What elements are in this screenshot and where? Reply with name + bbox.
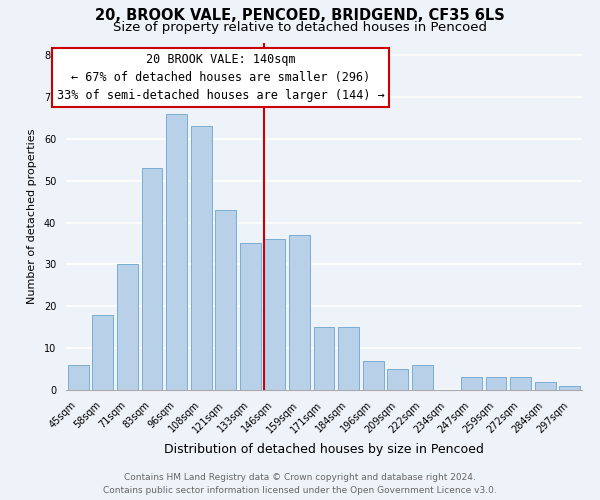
Text: 20, BROOK VALE, PENCOED, BRIDGEND, CF35 6LS: 20, BROOK VALE, PENCOED, BRIDGEND, CF35 …	[95, 8, 505, 22]
Bar	[485, 378, 506, 390]
Bar	[191, 126, 212, 390]
Bar	[68, 365, 89, 390]
Bar	[92, 314, 113, 390]
Bar	[142, 168, 163, 390]
Bar	[338, 327, 359, 390]
Text: 20 BROOK VALE: 140sqm
← 67% of detached houses are smaller (296)
33% of semi-det: 20 BROOK VALE: 140sqm ← 67% of detached …	[57, 53, 385, 102]
Bar	[289, 235, 310, 390]
Bar	[314, 327, 334, 390]
X-axis label: Distribution of detached houses by size in Pencoed: Distribution of detached houses by size …	[164, 443, 484, 456]
Bar	[535, 382, 556, 390]
Bar	[166, 114, 187, 390]
Bar	[387, 369, 408, 390]
Bar	[362, 360, 383, 390]
Text: Size of property relative to detached houses in Pencoed: Size of property relative to detached ho…	[113, 21, 487, 34]
Bar	[510, 378, 531, 390]
Bar	[265, 240, 286, 390]
Bar	[412, 365, 433, 390]
Bar	[215, 210, 236, 390]
Y-axis label: Number of detached properties: Number of detached properties	[27, 128, 37, 304]
Bar	[559, 386, 580, 390]
Bar	[240, 244, 261, 390]
Bar	[117, 264, 138, 390]
Bar	[461, 378, 482, 390]
Text: Contains HM Land Registry data © Crown copyright and database right 2024.
Contai: Contains HM Land Registry data © Crown c…	[103, 474, 497, 495]
